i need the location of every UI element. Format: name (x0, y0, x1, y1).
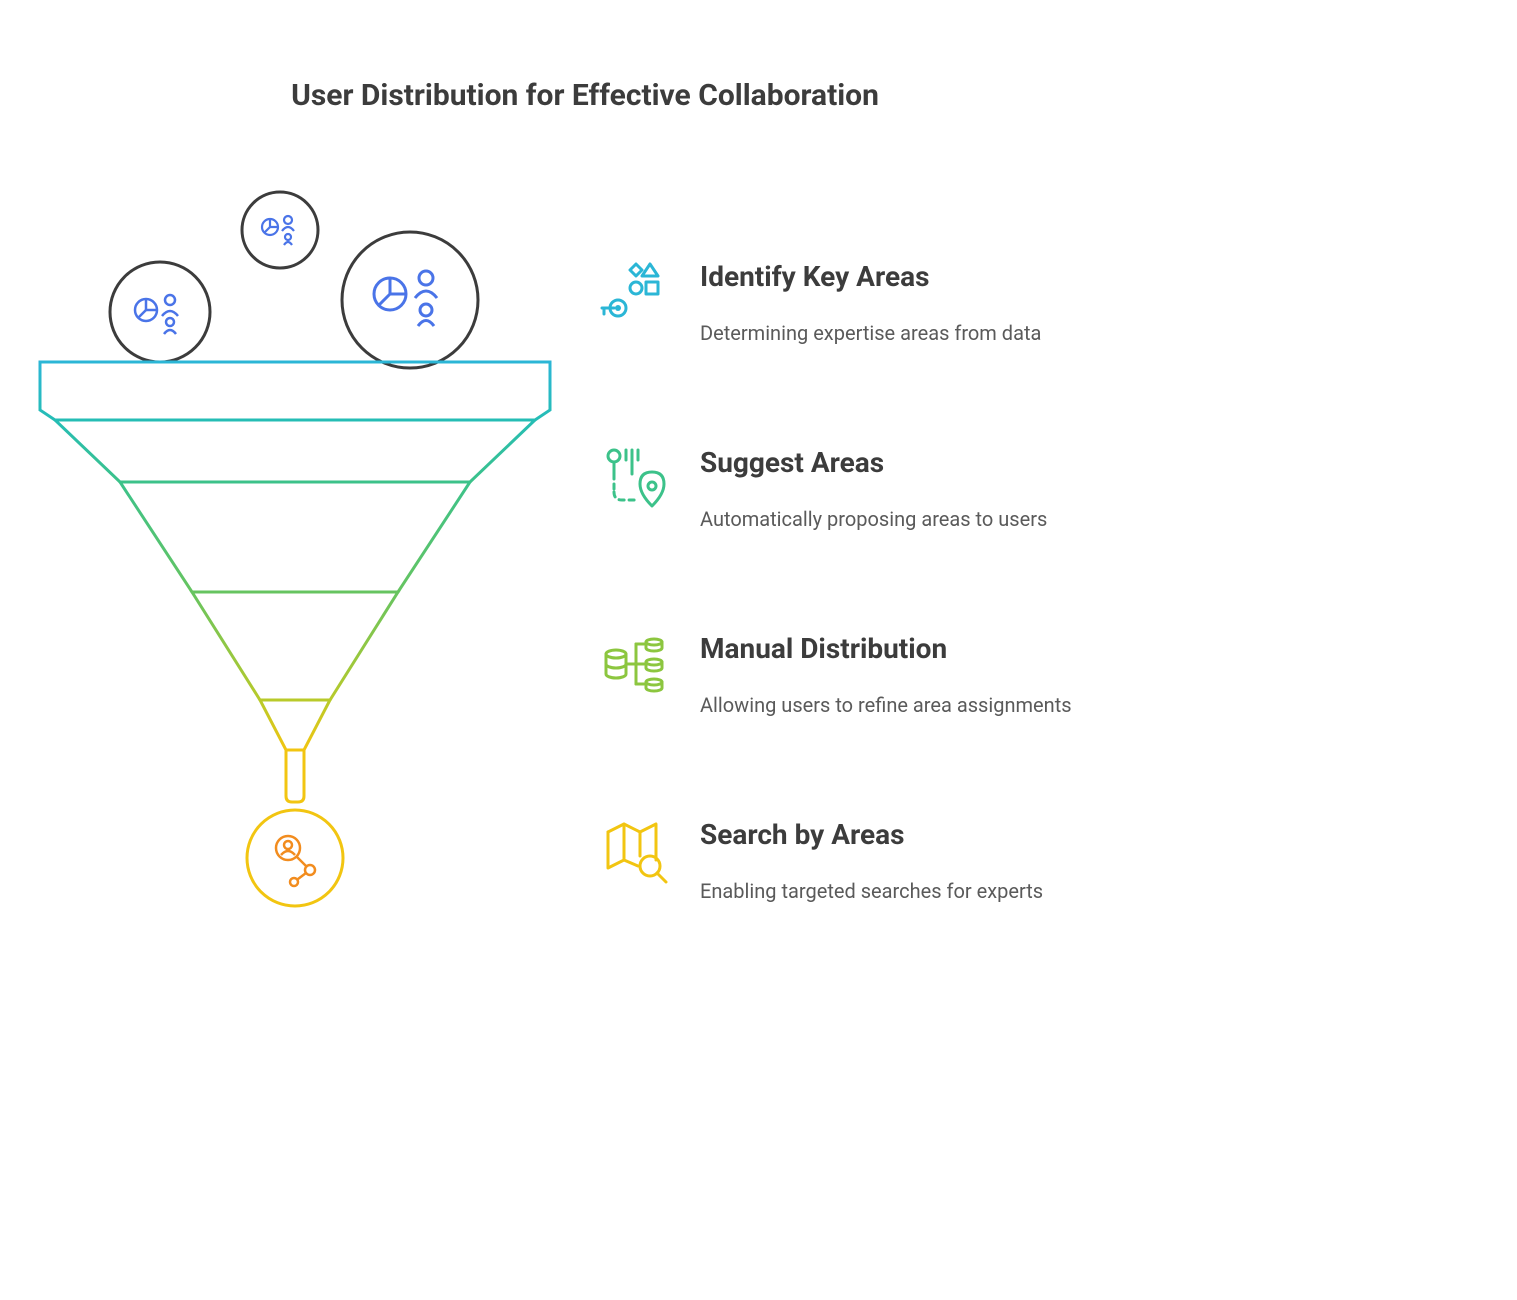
step-heading: Search by Areas (700, 818, 1043, 852)
database-distribution-icon (600, 630, 672, 702)
step-heading: Manual Distribution (700, 632, 1072, 666)
infographic-canvas: User Distribution for Effective Collabor… (0, 0, 1517, 1300)
step-heading: Suggest Areas (700, 446, 1047, 480)
step-manual: Manual Distribution Allowing users to re… (600, 630, 1072, 718)
map-search-icon (600, 816, 672, 888)
step-desc: Enabling targeted searches for experts (700, 878, 1043, 904)
shapes-key-icon (600, 258, 672, 330)
input-bubble-2 (242, 192, 318, 268)
step-identify: Identify Key Areas Determining expertise… (600, 258, 1041, 346)
input-bubble-3 (342, 232, 478, 368)
step-search: Search by Areas Enabling targeted search… (600, 816, 1043, 904)
step-desc: Allowing users to refine area assignment… (700, 692, 1072, 718)
main-title: User Distribution for Effective Collabor… (0, 78, 1170, 113)
step-desc: Automatically proposing areas to users (700, 506, 1047, 532)
funnel-diagram (30, 180, 570, 980)
step-desc: Determining expertise areas from data (700, 320, 1041, 346)
step-suggest: Suggest Areas Automatically proposing ar… (600, 444, 1047, 532)
output-bubble (247, 810, 343, 906)
route-pin-icon (600, 444, 672, 516)
step-heading: Identify Key Areas (700, 260, 1041, 294)
input-bubble-1 (110, 262, 210, 362)
